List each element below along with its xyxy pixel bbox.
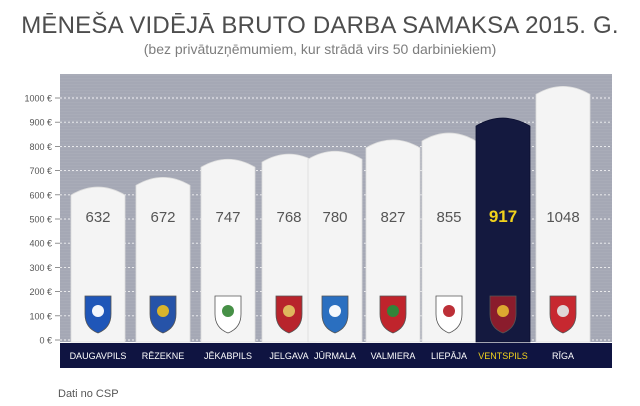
bar-valmiera [365, 139, 421, 343]
shield-emblem [222, 305, 234, 317]
category-axis-bar [60, 343, 612, 368]
y-tick-label: 1000 € [24, 94, 52, 104]
y-tick-label: 300 € [29, 263, 52, 273]
y-tick-label: 600 € [29, 190, 52, 200]
shield-emblem [497, 305, 509, 317]
liepaja-coat-of-arms-icon [435, 295, 463, 334]
x-tick-label: JŪRMALA [314, 351, 356, 361]
bar-value-label: 917 [489, 207, 517, 226]
bar-value-label: 632 [85, 209, 110, 226]
daugavpils-coat-of-arms-icon [84, 295, 112, 334]
bar-jēkabpils [200, 158, 256, 343]
bar-value-label: 672 [150, 209, 175, 226]
x-tick-label: RĪGA [552, 351, 574, 361]
x-tick-label: VENTSPILS [478, 351, 528, 361]
shield-emblem [443, 305, 455, 317]
y-tick-label: 500 € [29, 215, 52, 225]
riga-coat-of-arms-icon [549, 295, 577, 334]
shield-emblem [387, 305, 399, 317]
chart-title: MĒNEŠA VIDĒJĀ BRUTO DARBA SAMAKSA 2015. … [21, 12, 619, 39]
bar-value-label: 768 [276, 209, 301, 226]
shield-emblem [283, 305, 295, 317]
shield-emblem [329, 305, 341, 317]
y-tick-label: 100 € [29, 311, 52, 321]
x-tick-label: VALMIERA [371, 351, 416, 361]
shield-emblem [92, 305, 104, 317]
bar-value-label: 747 [215, 209, 240, 226]
bar-jūrmala [307, 150, 363, 343]
x-tick-label: DAUGAVPILS [70, 351, 127, 361]
chart-subtitle: (bez privātuzņēmumiem, kur strādā virs 5… [143, 41, 497, 57]
source-note: Dati no CSP [58, 388, 119, 400]
bar-rēzekne [135, 176, 191, 343]
x-tick-label: JELGAVA [269, 351, 308, 361]
shield-emblem [557, 305, 569, 317]
bar-value-label: 780 [322, 209, 347, 226]
y-tick-label: 200 € [29, 287, 52, 297]
y-tick-label: 700 € [29, 166, 52, 176]
y-tick-label: 400 € [29, 239, 52, 249]
bar-value-label: 827 [380, 209, 405, 226]
jurmala-coat-of-arms-icon [321, 295, 349, 334]
jelgava-coat-of-arms-icon [275, 295, 303, 334]
valmiera-coat-of-arms-icon [379, 295, 407, 334]
y-tick-label: 900 € [29, 118, 52, 128]
jekabpils-coat-of-arms-icon [214, 295, 242, 334]
x-tick-label: JĒKABPILS [204, 351, 252, 361]
bar-daugavpils [70, 186, 126, 343]
shield-emblem [157, 305, 169, 317]
y-tick-label: 0 € [39, 336, 52, 346]
bar-ventspils [475, 117, 531, 343]
x-tick-label: LIEPĀJA [431, 351, 467, 361]
y-tick-label: 800 € [29, 142, 52, 152]
bar-rīga [535, 85, 591, 343]
bar-value-label: 1048 [546, 209, 579, 226]
rezekne-coat-of-arms-icon [149, 295, 177, 334]
x-tick-label: RĒZEKNE [142, 351, 185, 361]
ventspils-coat-of-arms-icon [489, 295, 517, 334]
bar-value-label: 855 [436, 209, 461, 226]
